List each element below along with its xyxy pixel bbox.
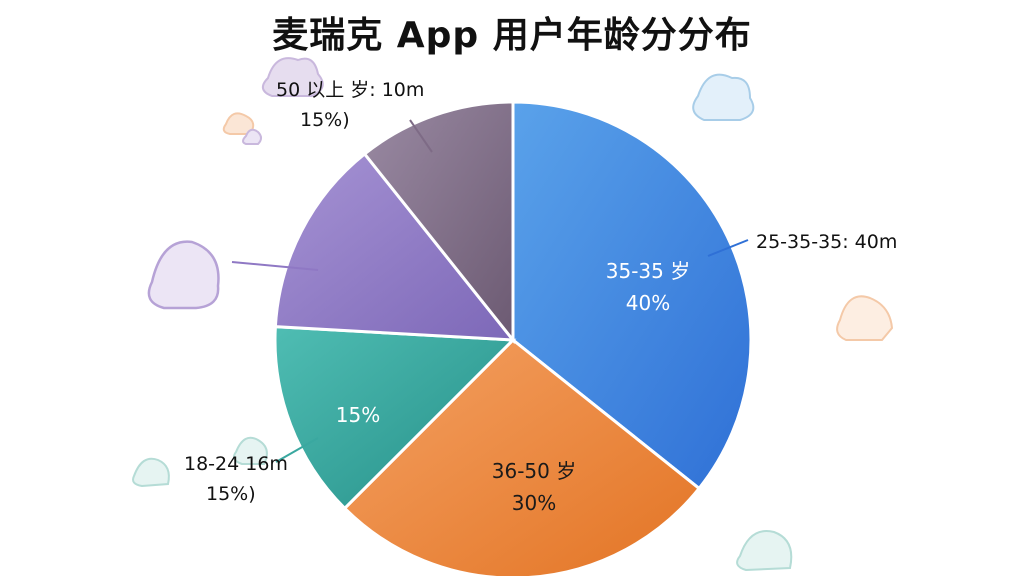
cloud-decor-icon — [242, 128, 262, 145]
cloud-decor-icon — [233, 436, 268, 465]
callout-2: 18-24 16m 15%) — [184, 453, 294, 505]
decor-clouds — [132, 57, 894, 572]
cloud-decor-icon — [147, 240, 220, 310]
pie-slice-1 — [342, 337, 702, 576]
leader-line — [275, 437, 319, 463]
leader-line — [707, 239, 749, 257]
cloud-decor-icon — [836, 295, 894, 341]
pie-slice-4 — [362, 100, 515, 345]
slice-label-1-pct: 30% — [512, 491, 556, 515]
pie-slice-3 — [273, 151, 517, 342]
callout-0: 25-35-35: 40m — [756, 231, 897, 253]
leader-lines — [231, 119, 749, 463]
cloud-decor-icon — [261, 57, 324, 97]
slice-label-1-name: 36-50 岁 — [492, 459, 576, 483]
callout-2-line-2: 15%) — [206, 483, 256, 505]
callout-4-line-2: 15%) — [300, 109, 350, 131]
chart-title: 麦瑞克 App 用户年龄分分布 — [272, 15, 752, 56]
cloud-decor-icon — [692, 73, 755, 121]
callout-4-line-1: 50 以上 岁: 10m — [276, 79, 424, 101]
slice-label-0-pct: 40% — [626, 291, 670, 315]
slice-label-2-pct: 15% — [336, 403, 380, 427]
callout-4: 50 以上 岁: 10m 15%) — [276, 79, 430, 131]
leader-line — [231, 261, 319, 271]
pie-slice-0 — [511, 100, 753, 491]
cloud-decor-icon — [736, 530, 793, 572]
pie-slice-2 — [273, 325, 517, 511]
cloud-decor-icon — [132, 457, 170, 488]
cloud-decor-icon — [222, 112, 255, 135]
slice-label-0-name: 35-35 岁 — [606, 259, 690, 283]
leader-line — [409, 119, 433, 153]
callout-2-line-1: 18-24 16m — [184, 453, 288, 475]
